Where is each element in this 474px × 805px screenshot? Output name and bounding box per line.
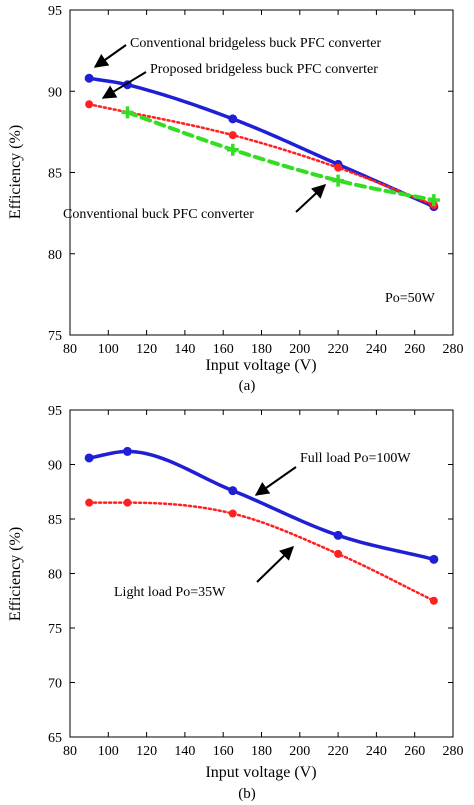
y-tick-label: 80 <box>48 248 62 263</box>
data-point <box>84 453 94 463</box>
data-point <box>228 486 238 496</box>
power-annotation: Po=50W <box>385 291 436 306</box>
data-point <box>85 498 94 507</box>
data-point <box>226 143 239 156</box>
x-tick-label: 280 <box>443 342 464 357</box>
x-tick-label: 220 <box>328 342 349 357</box>
data-point <box>85 100 94 109</box>
legend-label-series-2: Conventional buck PFC converter <box>63 207 254 222</box>
x-tick-label: 140 <box>174 744 195 759</box>
series-layer <box>84 73 440 212</box>
data-point <box>429 596 438 605</box>
plot-frame <box>69 9 454 336</box>
data-point <box>427 194 440 207</box>
chart-b: 80 100 120 140 160 180 200 220 240 260 280 6570758… <box>7 404 464 802</box>
x-tick-label: 140 <box>174 342 195 357</box>
data-point <box>333 530 343 540</box>
x-ticks: 80 100 120 140 160 180 200 220 240 260 280 <box>63 10 464 357</box>
data-point <box>122 446 132 456</box>
annotation-arrow-series-2 <box>295 184 327 213</box>
y-tick-label: 80 <box>48 568 62 583</box>
y-tick-label: 65 <box>48 731 62 746</box>
legend-label-series-0: Full load Po=100W <box>300 451 411 466</box>
x-tick-label: 80 <box>63 744 77 759</box>
series-0 <box>84 446 439 564</box>
y-tick-label: 70 <box>48 677 62 692</box>
x-tick-label: 220 <box>328 744 349 759</box>
x-tick-label: 200 <box>289 744 310 759</box>
y-tick-label: 75 <box>48 329 62 344</box>
y-tick-label: 90 <box>48 85 62 100</box>
annotation-arrow-series-1 <box>256 546 295 583</box>
y-tick-label: 75 <box>48 622 62 637</box>
series-line <box>125 110 436 203</box>
y-tick-label: 95 <box>48 404 62 419</box>
data-point <box>429 554 439 564</box>
y-ticks: 75 80 85 90 95 <box>48 4 453 344</box>
x-tick-label: 280 <box>443 744 464 759</box>
y-tick-label: 85 <box>48 167 62 182</box>
x-tick-label: 260 <box>404 744 425 759</box>
y-axis-label: Efficiency (%) <box>7 527 24 621</box>
series-1 <box>85 100 438 209</box>
x-axis-label: Input voltage (V) <box>205 357 316 374</box>
x-tick-label: 100 <box>98 342 119 357</box>
series-line <box>87 501 436 602</box>
y-tick-label: 90 <box>48 459 62 474</box>
x-tick-label: 240 <box>366 342 387 357</box>
x-tick-label: 240 <box>366 744 387 759</box>
data-point <box>84 73 94 83</box>
x-tick-label: 120 <box>136 342 157 357</box>
series-1 <box>85 498 438 605</box>
annotation-arrow-series-0 <box>93 44 127 68</box>
y-axis-label: Efficiency (%) <box>7 125 24 219</box>
annotation-arrow-series-1 <box>101 71 147 99</box>
chart-caption: (a) <box>239 378 256 394</box>
series-line <box>87 449 436 562</box>
x-tick-label: 160 <box>213 342 234 357</box>
series-2 <box>121 106 440 207</box>
chart-caption: (b) <box>238 786 256 802</box>
data-point <box>334 163 343 172</box>
x-tick-label: 120 <box>136 744 157 759</box>
data-point <box>228 131 237 140</box>
data-point <box>228 509 237 518</box>
x-ticks: 80 100 120 140 160 180 200 220 240 260 280 <box>63 410 464 759</box>
x-axis-label: Input voltage (V) <box>205 764 316 781</box>
data-point <box>123 498 132 507</box>
y-tick-label: 85 <box>48 513 62 528</box>
legend-label-series-1: Light load Po=35W <box>114 585 226 600</box>
series-layer <box>84 446 439 605</box>
legend-label-series-0: Conventional bridgeless buck PFC convert… <box>130 36 382 51</box>
y-tick-label: 95 <box>48 4 62 19</box>
x-tick-label: 200 <box>289 342 310 357</box>
data-point <box>228 114 238 124</box>
x-tick-label: 180 <box>251 342 272 357</box>
legend-label-series-1: Proposed bridgeless buck PFC converter <box>150 62 378 77</box>
x-tick-label: 160 <box>213 744 234 759</box>
data-point <box>121 106 134 119</box>
x-tick-label: 260 <box>404 342 425 357</box>
annotation-arrow-series-0 <box>254 466 297 496</box>
chart-a: 80 100 120 140 160 180 200 220 240 260 280 7580859… <box>7 4 464 394</box>
data-point <box>332 174 345 187</box>
x-tick-label: 180 <box>251 744 272 759</box>
data-point <box>334 549 343 558</box>
x-tick-label: 100 <box>98 744 119 759</box>
series-line <box>87 103 436 207</box>
x-tick-label: 80 <box>63 342 77 357</box>
y-ticks: 65 70 75 80 85 90 95 <box>48 404 453 746</box>
